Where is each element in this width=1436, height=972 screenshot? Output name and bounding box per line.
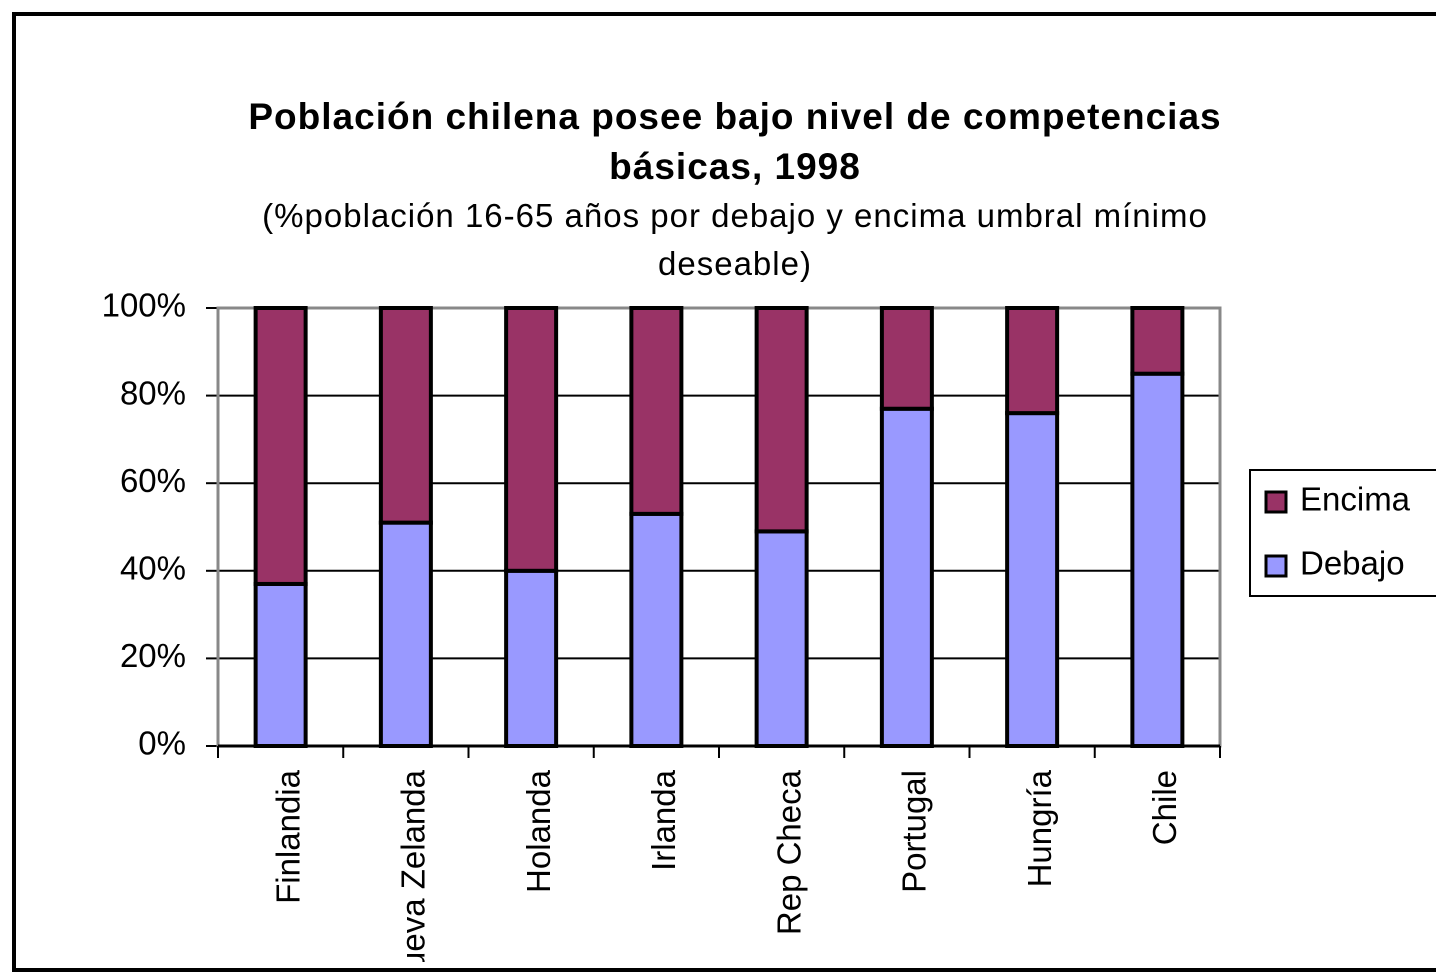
bar-segment xyxy=(754,529,809,748)
bar-segment xyxy=(253,581,308,748)
chart-subtitle: (%población 16-65 años por debajo y enci… xyxy=(262,197,1208,282)
legend: Encima Debajo xyxy=(1249,469,1436,597)
bar-segment xyxy=(504,306,559,573)
bar-segment xyxy=(1130,371,1185,748)
bar-segment xyxy=(378,520,433,748)
bar-segment xyxy=(1130,306,1185,376)
y-tick-label: 60% xyxy=(120,462,186,499)
legend-label: Encima xyxy=(1300,481,1411,518)
legend-label: Debajo xyxy=(1300,545,1405,582)
bar-segment xyxy=(754,306,809,534)
bar-segment xyxy=(879,306,934,411)
y-tick-label: 20% xyxy=(120,637,186,674)
x-tick-label: Finlandia xyxy=(269,769,306,904)
y-tick-label: 100% xyxy=(102,287,186,324)
y-tick-label: 40% xyxy=(120,550,186,587)
bar-segment xyxy=(253,306,308,586)
bar-segment xyxy=(879,406,934,748)
bar-segment xyxy=(378,306,433,525)
x-tick-label: Irlanda xyxy=(645,769,682,871)
legend-swatch xyxy=(1264,490,1288,514)
x-tick-label: Holanda xyxy=(520,769,557,893)
chart-title: Población chilena posee bajo nivel de co… xyxy=(248,96,1222,187)
y-tick-label: 0% xyxy=(138,725,186,762)
x-tick-label: Hungría xyxy=(1021,769,1058,887)
bar-segment xyxy=(1005,411,1060,748)
legend-swatch xyxy=(1264,554,1288,578)
bar-segment xyxy=(629,306,684,516)
x-tick-label: Chile xyxy=(1146,770,1183,845)
bar-segment xyxy=(1005,306,1060,416)
bar-segment xyxy=(504,568,559,748)
plot-border xyxy=(216,306,1222,748)
bar-segment xyxy=(629,511,684,748)
x-tick-label: Portugal xyxy=(896,770,933,893)
x-tick-label: Nueva Zelanda xyxy=(395,769,432,962)
y-tick-label: 80% xyxy=(120,374,186,411)
x-tick-label: Rep Checa xyxy=(770,769,807,935)
